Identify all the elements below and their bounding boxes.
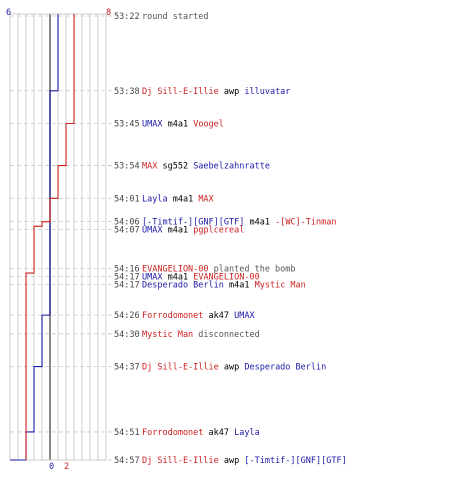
counter-top-right: 8 — [106, 8, 111, 18]
event-part: awp — [219, 87, 245, 97]
event-time: 53:22 — [114, 12, 140, 22]
event-part: -[WC]-Tinman — [275, 218, 336, 228]
event-part: Saebelzahnratte — [193, 162, 270, 172]
event-part: m4a1 — [162, 119, 193, 129]
event-part: Desperado Berlin — [244, 363, 326, 373]
event-time: 54:26 — [114, 311, 140, 321]
event-time: 54:30 — [114, 330, 140, 340]
event-part: UMAX — [142, 226, 163, 236]
team-lines — [10, 14, 75, 461]
event-text: [-Timtif-][GNF][GTF] m4a1 -[WC]-Tinman — [142, 218, 337, 228]
event-time: 54:17 — [114, 272, 140, 282]
series-line-blue-team — [10, 14, 59, 461]
event-text: Dj Sill-E-Illie awp [-Timtif-][GNF][GTF] — [142, 456, 347, 466]
event-part: Layla — [234, 428, 260, 438]
event-part: Voogel — [193, 119, 224, 129]
event-time: 53:54 — [114, 162, 140, 172]
event-text: UMAX m4a1 EVANGELION-00 — [142, 272, 260, 282]
event-part: Forrodomonet — [142, 311, 203, 321]
event-time: 54:51 — [114, 428, 140, 438]
event-text: Dj Sill-E-Illie awp Desperado Berlin — [142, 363, 326, 373]
event-part: awp — [219, 363, 245, 373]
event-time: 53:45 — [114, 119, 140, 129]
event-part: UMAX — [142, 272, 163, 282]
event-part: planted the bomb — [209, 264, 296, 274]
event-text: round started — [142, 12, 209, 22]
event-part: Dj Sill-E-Illie — [142, 363, 219, 373]
event-part: m4a1 — [162, 272, 193, 282]
event-part: Mystic Man — [142, 330, 193, 340]
event-part: UMAX — [234, 311, 255, 321]
event-text: Mystic Man disconnected — [142, 330, 260, 340]
event-part: disconnected — [193, 330, 260, 340]
event-time: 54:17 — [114, 280, 140, 290]
event-part: [-Timtif-][GNF][GTF] — [244, 456, 346, 466]
event-time: 54:37 — [114, 363, 140, 373]
series-line-red-team — [25, 14, 75, 460]
event-part: EVANGELION-00 — [193, 272, 260, 282]
event-text: Layla m4a1 MAX — [142, 194, 215, 204]
event-part: illuvatar — [244, 87, 290, 97]
event-text: MAX sg552 Saebelzahnratte — [142, 162, 270, 172]
event-part: Dj Sill-E-Illie — [142, 456, 219, 466]
event-text: Forrodomonet ak47 Layla — [142, 428, 260, 438]
counter-top-left: 6 — [6, 8, 11, 18]
event-part: m4a1 — [224, 280, 255, 290]
event-part: ak47 — [203, 428, 234, 438]
event-text: UMAX m4a1 Voogel — [142, 119, 224, 129]
event-guide-lines — [10, 15, 112, 461]
event-part: [-Timtif-][GNF][GTF] — [142, 218, 244, 228]
team-counters: 6 8 0 2 — [6, 8, 111, 472]
event-part: MAX — [198, 194, 214, 204]
event-part: m4a1 — [162, 226, 193, 236]
event-part: m4a1 — [168, 194, 199, 204]
counter-bottom-left: 0 — [49, 462, 54, 472]
event-text: Forrodomonet ak47 UMAX — [142, 311, 255, 321]
event-part: UMAX — [142, 119, 163, 129]
event-part: ak47 — [203, 311, 234, 321]
event-time: 53:38 — [114, 87, 140, 97]
event-time: 54:57 — [114, 456, 140, 466]
event-part: Desperado Berlin — [142, 280, 224, 290]
event-part: pgplcereal — [193, 226, 244, 236]
event-part: sg552 — [157, 162, 193, 172]
event-text: UMAX m4a1 pgplcereal — [142, 226, 244, 236]
event-time: 54:16 — [114, 264, 140, 274]
event-text: Dj Sill-E-Illie awp illuvatar — [142, 87, 290, 97]
event-part: round started — [142, 12, 209, 22]
event-time: 54:01 — [114, 194, 140, 204]
event-part: Layla — [142, 194, 168, 204]
event-text: EVANGELION-00 planted the bomb — [142, 264, 296, 274]
event-time: 54:07 — [114, 226, 140, 236]
event-part: awp — [219, 456, 245, 466]
event-part: m4a1 — [244, 218, 275, 228]
event-part: Dj Sill-E-Illie — [142, 87, 219, 97]
event-part: EVANGELION-00 — [142, 264, 209, 274]
event-part: MAX — [142, 162, 158, 172]
event-part: Mystic Man — [255, 280, 306, 290]
event-text: Desperado Berlin m4a1 Mystic Man — [142, 280, 306, 290]
event-time: 54:06 — [114, 218, 140, 228]
counter-bottom-right: 2 — [64, 462, 69, 472]
event-part: Forrodomonet — [142, 428, 203, 438]
